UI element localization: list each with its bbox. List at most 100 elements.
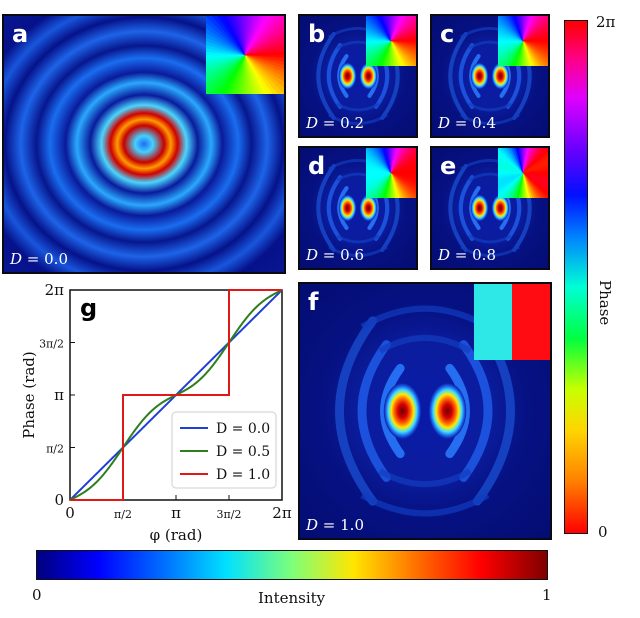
series-line-2 [70,289,282,501]
phase-inset-sector [522,33,548,42]
phase-inset-sector [522,158,548,174]
phase-inset-sector [522,165,548,174]
intensity-map-e [432,148,548,268]
phase-inset-sector [206,54,246,83]
phase-inset-sector [366,148,392,174]
panel-c: c D = 0.4 [430,14,550,138]
intensity-colorbar-min: 0 [32,586,42,604]
fringe-arc [459,340,493,482]
phase-inset-sector [498,40,524,53]
phase-inset-sector [390,148,416,174]
phase-inset-sector [520,148,524,174]
phase-inset-sector [369,16,392,42]
phase-inset-sector [498,172,524,178]
panel-e: e D = 0.8 [430,146,550,270]
y-tick-label: 0 [54,491,64,509]
phase-inset-sector [222,16,246,56]
fringe-arc [357,340,391,482]
fringe-arc [378,334,472,354]
phase-inset-sector [390,148,396,174]
phase-inset-sector [230,16,246,56]
fringe-arc [460,245,520,257]
phase-inset-sector [390,40,406,66]
phase-inset-sector [513,16,524,42]
phase-inset-sector [390,40,416,66]
phase-inset-sector [366,16,392,42]
x-tick-label: 0 [65,504,75,522]
phase-inset-sector [390,40,416,46]
phase-inset-sector [522,148,548,174]
phase-inset-sector [390,172,396,198]
phase-inset-sector [390,36,416,42]
phase-colorbar-min: 0 [598,523,608,541]
phase-inset-sector [513,148,524,174]
phase-inset-sector [390,170,416,174]
phase-inset-sector [390,168,416,174]
fringe-arc [468,102,512,112]
fringe-arc [378,468,472,488]
legend-box [171,411,277,489]
phase-inset-sector [244,54,249,94]
phase-inset-sector [381,16,392,42]
x-tick-label: π [171,504,181,522]
phase-inset-sector [522,172,538,198]
phase-inset-sector [244,54,273,94]
phase-inset-sector [366,168,392,174]
phase-inset-sector [520,16,524,42]
phase-inset-sector [498,36,524,42]
phase-inset-sector [206,54,246,59]
phase-inset-sector [522,148,528,174]
phase-inset-sector [383,148,392,174]
phase-inset-sector [498,172,524,188]
phase-inset-sector [508,148,524,174]
chart-y-label: Phase (rad) [20,351,38,438]
phase-inset-sector [244,47,284,56]
y-tick-label: π [54,386,64,404]
phase-inset-sector [390,19,416,42]
phase-inset-sector [366,172,392,188]
phase-inset-sector [522,172,535,198]
phase-inset-sector [388,16,392,42]
phase-inset-sector [498,172,524,176]
phase-inset-sector [522,40,548,66]
phase-inset-sector [234,16,246,56]
intensity-lobe [491,62,510,90]
phase-inset-sector [522,40,535,66]
phase-inset-sector [390,172,416,198]
phase-inset-sector [498,40,524,44]
phase-colorbar-label: Phase [596,280,614,326]
phase-inset-sector [390,31,416,42]
d-label-a: D = 0.0 [10,250,68,268]
phase-inset-sector [390,16,396,42]
phase-inset-sector [244,16,284,56]
panel-letter-g: g [80,294,97,322]
x-tick-label: 2π [272,504,292,522]
d-label-c: D = 0.4 [438,114,496,132]
phase-inset-sector [369,148,392,174]
phase-inset-sector [206,54,246,94]
phase-inset-sector [366,36,392,42]
intensity-lobe [338,194,357,222]
intensity-lobe [491,194,510,222]
phase-inset-sector [386,40,392,66]
phase-inset-sector [366,40,392,46]
phase-inset-sector [498,40,524,66]
phase-inset-sector [390,163,416,174]
phase-inset-sector [206,54,246,78]
phase-inset-sector [206,54,246,63]
phase-inset-sector [522,36,548,42]
fringe-arc [448,32,468,120]
fringe-arc [335,316,378,506]
phase-inset-sector [366,40,392,56]
phase-inset-sector [386,148,392,174]
phase-inset-sector [383,16,392,42]
panel-letter-f: f [308,288,319,316]
phase-inset-sector [366,172,392,185]
panel-letter-a: a [12,20,29,48]
phase-inset-sector [522,172,526,198]
phase-inset-sector [498,148,524,174]
phase-inset-sector [366,172,392,176]
panel-d: d D = 0.6 [298,146,418,270]
phase-inset-sector [522,31,548,42]
